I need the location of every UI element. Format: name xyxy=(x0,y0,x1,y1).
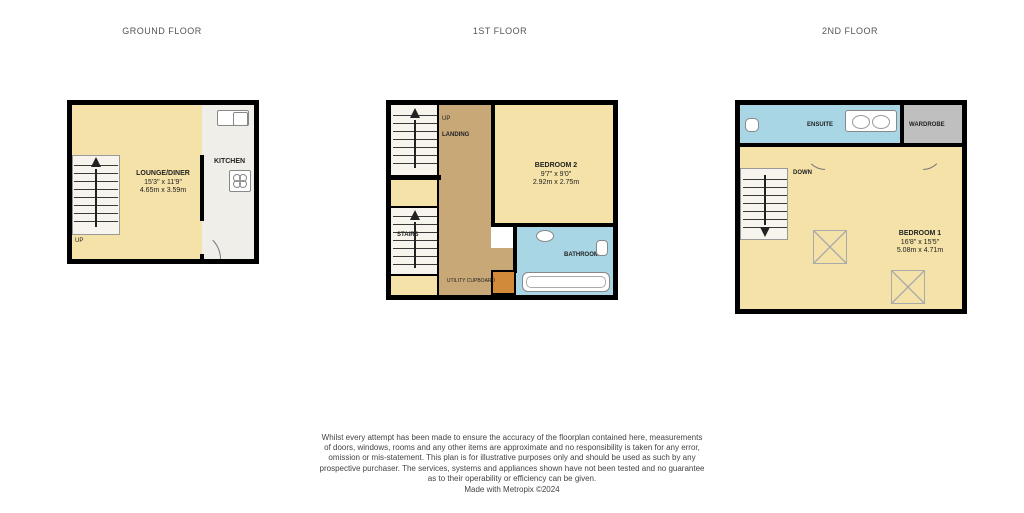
disclaimer-l1: Whilst every attempt has been made to en… xyxy=(322,433,703,442)
bathtub-icon xyxy=(522,272,610,292)
floorplan-canvas: GROUND FLOOR 1ST FLOOR 2ND FLOOR UP xyxy=(0,0,1024,513)
ensuite-basin-icon xyxy=(845,110,897,132)
label-stairs: STAIRS xyxy=(397,232,419,240)
arrow-up-icon xyxy=(91,157,101,167)
bath-left-wall xyxy=(513,227,517,273)
stairs-from-ground xyxy=(391,208,439,274)
plan-first: UP LANDING STAIRS UP BEDROOM 2 9'7" x 9' xyxy=(386,100,618,300)
stairs-up-first xyxy=(391,105,439,175)
title-second: 2ND FLOOR xyxy=(790,26,910,36)
strip-below-stairs xyxy=(391,274,439,295)
plan-ground: UP LOUNGE/DINER 15'3" x 11'9" 4.65m x 3.… xyxy=(67,100,259,264)
label-up-ground: UP xyxy=(75,238,83,246)
label-bed2-name: BEDROOM 2 xyxy=(516,162,596,171)
label-bathroom: BATHROOM xyxy=(564,252,599,260)
arrow-down-icon xyxy=(760,227,770,237)
label-lounge-m: 4.65m x 3.59m xyxy=(123,187,203,196)
stairs-ground xyxy=(72,155,120,235)
label-lounge-name: LOUNGE/DINER xyxy=(123,170,203,179)
label-ensuite: ENSUITE xyxy=(807,122,833,130)
toilet-icon xyxy=(596,240,608,256)
rooflight-1-icon xyxy=(813,230,847,264)
hob-icon xyxy=(229,170,251,192)
label-kitchen: KITCHEN xyxy=(207,158,252,167)
disclaimer-l6: Made with Metropix ©2024 xyxy=(464,485,559,494)
label-bed1-name: BEDROOM 1 xyxy=(875,230,965,239)
plan-second: ENSUITE WARDROBE DOWN xyxy=(735,100,967,314)
disclaimer-l2: of doors, windows, rooms and any other i… xyxy=(324,443,700,452)
label-up-first-top: UP xyxy=(442,116,450,124)
toilet-ensuite-icon xyxy=(745,118,759,132)
arrow-up-icon xyxy=(410,210,420,220)
stair-void xyxy=(391,180,439,206)
sink-bowl-icon xyxy=(233,112,248,126)
disclaimer-l4: prospective purchaser. The services, sys… xyxy=(320,464,705,473)
basin-icon xyxy=(536,230,554,242)
label-wardrobe: WARDROBE xyxy=(909,122,945,130)
title-ground: GROUND FLOOR xyxy=(102,26,222,36)
disclaimer: Whilst every attempt has been made to en… xyxy=(0,433,1024,495)
stairs-second xyxy=(740,168,788,240)
rooflight-2-icon xyxy=(891,270,925,304)
disclaimer-l3: omission or mis-statement. This plan is … xyxy=(328,453,695,462)
arrow-up-icon xyxy=(410,108,420,118)
disclaimer-l5: as to their operability or efficiency ca… xyxy=(428,474,596,483)
title-first: 1ST FLOOR xyxy=(440,26,560,36)
label-down: DOWN xyxy=(793,170,812,178)
label-landing: LANDING xyxy=(442,132,469,140)
label-bed1-m: 5.08m x 4.71m xyxy=(875,247,965,256)
bed2-left-wall xyxy=(491,105,495,225)
label-utility: UTILITY CUPBOARD xyxy=(446,278,496,284)
label-bed2-m: 2.92m x 2.75m xyxy=(516,179,596,188)
